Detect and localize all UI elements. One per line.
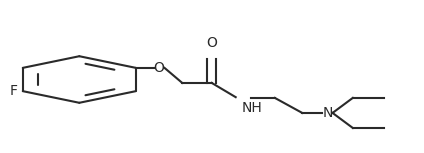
Text: N: N bbox=[322, 106, 333, 120]
Text: F: F bbox=[10, 84, 18, 98]
Text: NH: NH bbox=[241, 101, 262, 115]
Text: O: O bbox=[153, 61, 165, 75]
Text: O: O bbox=[206, 36, 217, 50]
